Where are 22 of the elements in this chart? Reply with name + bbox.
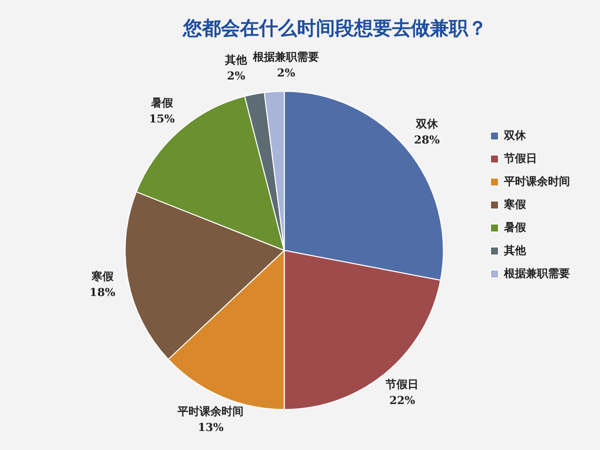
data-label: 13%: [198, 421, 224, 434]
legend-label: 平时课余时间: [503, 174, 570, 188]
chart-title: 您都会在什么时间段想要去做兼职？: [182, 17, 487, 40]
slice-label: 暑假: [150, 96, 174, 110]
legend-label: 其他: [503, 244, 527, 257]
data-label: 22%: [389, 394, 416, 407]
legend-label: 寒假: [503, 198, 527, 211]
legend-label: 节假日: [503, 152, 537, 165]
slice-label: 寒假: [90, 270, 114, 283]
data-label: 2%: [277, 66, 296, 80]
legend-label: 暑假: [503, 220, 527, 234]
slice-label: 其他: [224, 53, 248, 66]
slice-label: 节假日: [384, 378, 419, 391]
slice-label: 平时课余时间: [176, 405, 244, 418]
legend-label: 根据兼职需要: [503, 266, 570, 280]
slice-label: 双休: [414, 117, 439, 130]
legend-label: 双休: [503, 128, 527, 142]
data-label: 28%: [414, 133, 440, 146]
data-label: 2%: [227, 69, 246, 82]
data-label: 15%: [148, 112, 176, 126]
data-label: 18%: [90, 286, 116, 299]
slice-label: 根据兼职需要: [252, 50, 320, 64]
